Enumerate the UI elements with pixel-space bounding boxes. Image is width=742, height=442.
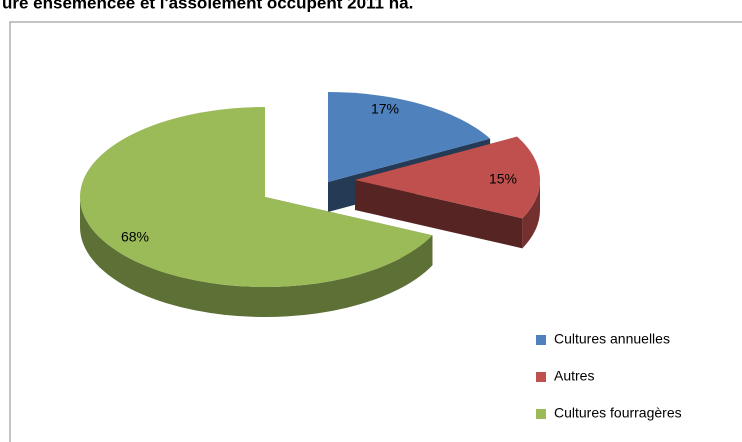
slice-side xyxy=(355,180,523,249)
data-label: 17% xyxy=(371,101,399,117)
pie: 17% 15% 68% xyxy=(80,92,541,317)
slice-wall xyxy=(522,180,541,249)
legend: Cultures annuelles Autres Cultures fourrag… xyxy=(536,331,682,421)
legend-swatch xyxy=(536,409,546,419)
data-label: 15% xyxy=(489,171,517,187)
legend-swatch xyxy=(536,372,546,382)
data-label: 68% xyxy=(121,229,149,245)
legend-label: Autres xyxy=(554,368,594,384)
legend-swatch xyxy=(536,335,546,345)
legend-label: Cultures annuelles xyxy=(554,331,670,347)
slice xyxy=(328,92,491,182)
slice xyxy=(355,136,540,219)
slice xyxy=(80,106,433,287)
chart-title: ure ensemencée et l'assolement occupent … xyxy=(2,0,413,12)
slice-wall xyxy=(80,197,433,317)
legend-label: Cultures fourragères xyxy=(554,405,682,421)
